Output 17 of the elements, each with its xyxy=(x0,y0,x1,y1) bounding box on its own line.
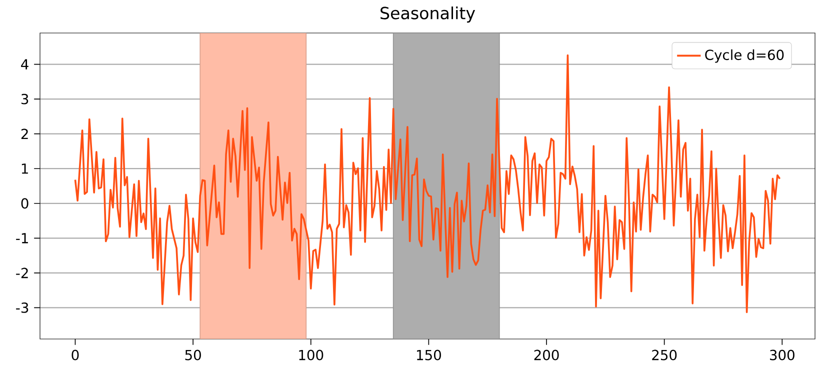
x-tick-label: 50 xyxy=(185,350,201,360)
chart-title: Seasonality xyxy=(380,6,476,23)
x-tick-label: 0 xyxy=(72,350,79,360)
y-tick-label: 0 xyxy=(21,198,28,209)
y-tick-label: 2 xyxy=(21,128,28,139)
x-tick-label: 200 xyxy=(534,350,559,360)
y-tick-label: -3 xyxy=(16,302,28,313)
y-tick-label: 3 xyxy=(21,94,28,104)
legend-label: Cycle d=60 xyxy=(705,49,784,63)
y-tick-label: -2 xyxy=(16,268,28,278)
x-tick-label: 150 xyxy=(417,350,441,360)
y-tick-label: 1 xyxy=(22,164,28,174)
y-tick-label: -1 xyxy=(16,233,28,244)
x-tick-label: 100 xyxy=(299,350,324,360)
x-tick-label: 250 xyxy=(652,350,677,360)
x-tick-label: 300 xyxy=(770,350,794,360)
y-tick-label: 4 xyxy=(21,59,28,70)
